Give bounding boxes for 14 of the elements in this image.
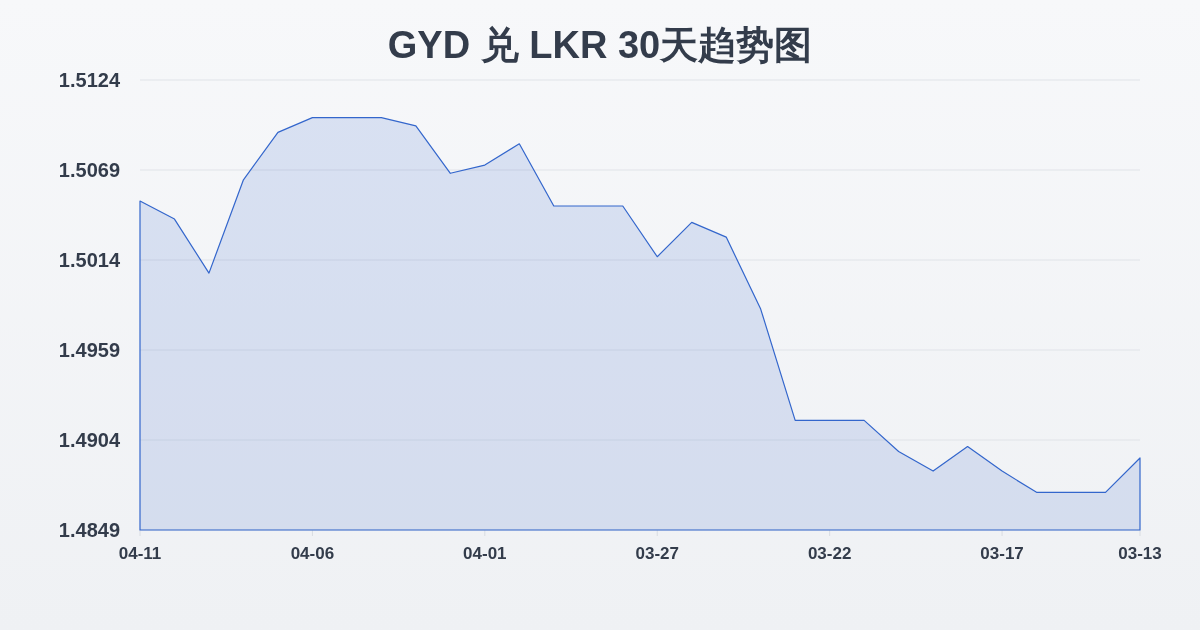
x-tick-label: 03-13 bbox=[1118, 544, 1162, 563]
y-tick-label: 1.5124 bbox=[58, 69, 121, 91]
y-tick-label: 1.4849 bbox=[58, 519, 120, 541]
y-tick-label: 1.4904 bbox=[58, 429, 121, 451]
x-tick-label: 04-11 bbox=[118, 544, 162, 563]
y-tick-label: 1.4959 bbox=[58, 339, 120, 361]
y-tick-label: 1.5069 bbox=[58, 159, 120, 181]
x-tick-label: 04-06 bbox=[290, 544, 335, 563]
x-tick-label: 03-17 bbox=[980, 544, 1024, 563]
x-tick-label: 03-22 bbox=[807, 544, 852, 563]
y-tick-label: 1.5014 bbox=[58, 249, 121, 271]
chart-title: GYD 兑 LKR 30天趋势图 bbox=[387, 24, 813, 66]
x-tick-label: 03-27 bbox=[635, 544, 679, 563]
x-tick-label: 04-01 bbox=[463, 544, 507, 563]
